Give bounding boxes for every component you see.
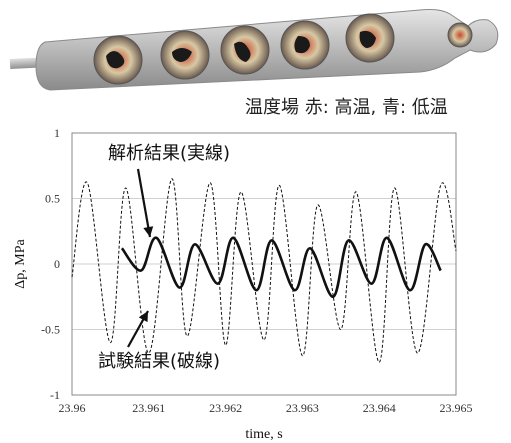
annotation-arrowhead (143, 226, 154, 237)
y-tick-label: 1 (54, 126, 60, 140)
x-tick-label: 23.965 (440, 401, 473, 415)
y-tick-labels: 1 0.5 0 -0.5 -1 (41, 126, 60, 402)
analysis-series-line (120, 236, 442, 299)
x-tick-label: 23.96 (59, 401, 86, 415)
experiment-series-line (71, 178, 457, 363)
y-axis-title: Δp, MPa (13, 238, 28, 288)
temperature-snapshots (93, 13, 473, 85)
annotation-analysis: 解析結果(実線) (108, 143, 230, 164)
combustor-illustration (9, 9, 499, 91)
y-tick-label: -1 (50, 388, 60, 402)
y-tick-label: 0.5 (45, 192, 60, 206)
annotations: 解析結果(実線) 試験結果(破線) (98, 143, 230, 372)
illustration-caption: 温度場 赤: 高温, 青: 低温 (245, 97, 448, 118)
x-tick-label: 23.961 (132, 401, 165, 415)
x-tick-label: 23.964 (363, 401, 396, 415)
x-tick-label: 23.962 (209, 401, 242, 415)
x-axis-title: time, s (245, 427, 282, 442)
y-tick-label: -0.5 (41, 323, 60, 337)
y-tick-label: 0 (54, 257, 60, 271)
series (71, 178, 457, 363)
plot-frame (71, 132, 457, 396)
annotation-experiment: 試験結果(破線) (98, 351, 220, 372)
pressure-chart: 10.50-0.5-1 23.96 23.961 23.962 23.963 23.96… (13, 126, 473, 442)
x-tick-labels: 23.96 23.961 23.962 23.963 23.964 23.965 (59, 401, 473, 415)
annotation-arrow-analysis (136, 168, 152, 238)
x-tick-label: 23.963 (286, 401, 319, 415)
annotation-arrowhead (138, 311, 148, 323)
snapshot-6-nozzle (447, 22, 473, 48)
